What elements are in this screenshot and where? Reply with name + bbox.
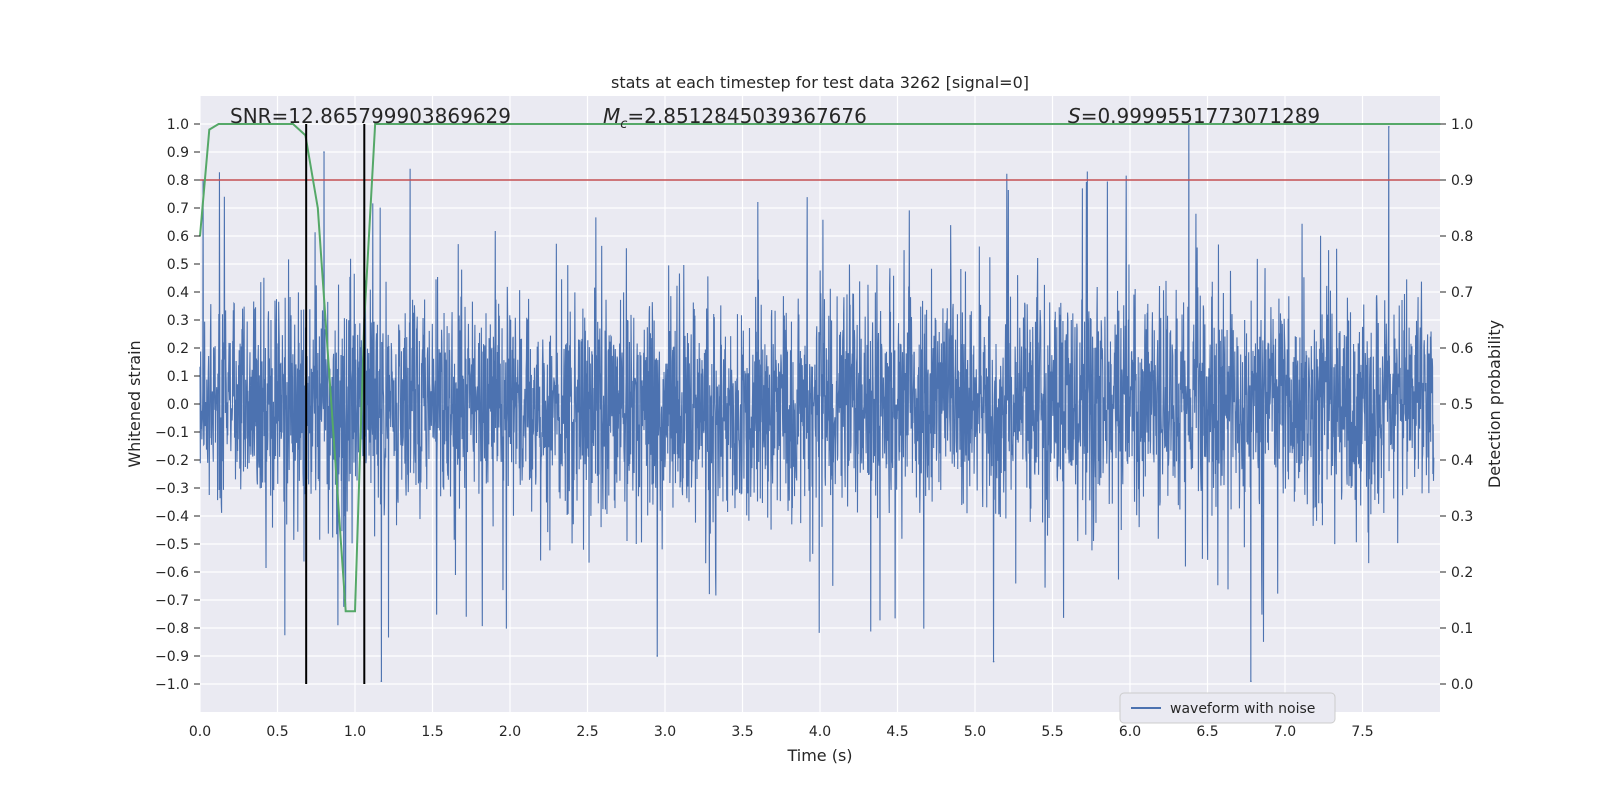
y-tick-label: 0.9 <box>167 145 189 161</box>
legend-box <box>1119 692 1336 724</box>
y-tick-label: 0.5 <box>167 257 189 273</box>
y-tick-label: 0.0 <box>167 397 189 413</box>
waveform-peak <box>380 680 383 682</box>
y-right-tick-label: 0.0 <box>1451 677 1473 693</box>
x-tick-label: 1.0 <box>344 724 366 740</box>
chart-title: stats at each timestep for test data 326… <box>611 73 1029 92</box>
probability-point <box>344 610 347 612</box>
y-tick-label: 0.3 <box>167 313 189 329</box>
waveform-peak <box>1388 126 1390 128</box>
y-tick-label: −0.3 <box>155 481 189 497</box>
y-tick-label: 0.2 <box>167 341 189 357</box>
x-tick-label: 0.5 <box>266 724 288 740</box>
y-tick-label: 0.7 <box>167 201 189 217</box>
y-right-tick-label: 0.6 <box>1451 341 1473 357</box>
x-tick-label: 3.0 <box>654 724 676 740</box>
waveform-line <box>199 123 1435 682</box>
y-right-axis-label: Detection probability <box>1485 320 1504 488</box>
x-tick-label: 6.0 <box>1119 724 1141 740</box>
y-tick-label: −1.0 <box>155 677 189 693</box>
y-tick-label: −0.9 <box>155 649 189 665</box>
y-right-tick-label: 0.3 <box>1451 509 1473 525</box>
legend-label: waveform with noise <box>1170 701 1315 717</box>
y-tick-label: 1.0 <box>167 117 189 133</box>
s-value: =0.9999551773071289 <box>1081 104 1320 128</box>
y-tick-label: 0.4 <box>167 285 189 301</box>
x-tick-label: 7.0 <box>1274 724 1296 740</box>
waveform-peak <box>1250 680 1252 682</box>
s-annotation: S=0.9999551773071289 <box>1068 104 1320 128</box>
mc-symbol: M <box>603 104 620 128</box>
s-symbol: S <box>1068 104 1081 128</box>
y-right-tick-label: 0.8 <box>1451 229 1473 245</box>
y-tick-label: −0.4 <box>155 509 189 525</box>
y-axis-label: Whitened strain <box>125 340 144 467</box>
y-tick-label: −0.6 <box>155 565 189 581</box>
probability-point <box>374 123 376 125</box>
x-tick-label: 4.5 <box>886 724 908 740</box>
mc-annotation: Mc=2.8512845039367676 <box>603 104 867 132</box>
y-tick-label: −0.1 <box>155 425 189 441</box>
x-tick-label: 6.5 <box>1196 724 1218 740</box>
probability-point <box>354 610 356 612</box>
probability-point <box>208 128 211 131</box>
x-tick-label: 1.5 <box>421 724 443 740</box>
y-tick-label: 0.8 <box>167 173 189 189</box>
x-tick-label: 4.0 <box>809 724 831 740</box>
x-tick-label: 0.0 <box>189 724 211 740</box>
y-right-tick-label: 0.1 <box>1451 621 1473 637</box>
y-right-tick-label: 0.4 <box>1451 453 1473 469</box>
waveform-peak <box>992 660 995 663</box>
y-tick-label: −0.2 <box>155 453 189 469</box>
probability-point <box>317 207 319 209</box>
y-right-tick-label: 0.7 <box>1451 285 1473 301</box>
legend: waveform with noise <box>1119 692 1336 724</box>
waveform-peak <box>656 655 659 657</box>
y-right-tick-label: 0.2 <box>1451 565 1473 581</box>
y-right-tick-label: 0.5 <box>1451 397 1473 413</box>
y-right-axis-ticks: 1.0 0.9 0.8 0.7 0.6 0.5 0.4 0.3 0.2 0.1 0.0 <box>1440 117 1473 693</box>
y-tick-label: −0.5 <box>155 537 189 553</box>
overlay-lines <box>199 123 1441 684</box>
y-right-tick-label: 0.9 <box>1451 173 1473 189</box>
x-axis-ticks: 0.0 0.5 1.0 1.5 2.0 2.5 3.0 3.5 4.0 4.5 5.0 5.5 6.0 6… <box>189 724 1374 740</box>
probability-point <box>217 123 220 125</box>
y-right-tick-label: 1.0 <box>1451 117 1473 133</box>
x-tick-label: 7.5 <box>1351 724 1373 740</box>
y-tick-label: 0.6 <box>167 229 189 245</box>
x-tick-label: 2.5 <box>576 724 598 740</box>
x-tick-label: 5.5 <box>1041 724 1063 740</box>
y-axis-ticks: 1.0 0.9 0.8 0.7 0.6 0.5 0.4 0.3 0.2 0.1 0.0 −0.1 −0.… <box>155 117 200 693</box>
y-tick-label: −0.7 <box>155 593 189 609</box>
waveform-peak <box>323 151 325 153</box>
probability-point <box>292 123 294 125</box>
snr-annotation: SNR=12.865799903869629 <box>230 104 511 128</box>
x-axis-label: Time (s) <box>786 746 852 765</box>
x-tick-label: 5.0 <box>964 724 986 740</box>
y-tick-label: −0.8 <box>155 621 189 637</box>
mc-value: =2.8512845039367676 <box>627 104 866 128</box>
x-tick-label: 2.0 <box>499 724 521 740</box>
mc-subscript: c <box>620 117 627 132</box>
x-tick-label: 3.5 <box>731 724 753 740</box>
y-tick-label: 0.1 <box>167 369 189 385</box>
